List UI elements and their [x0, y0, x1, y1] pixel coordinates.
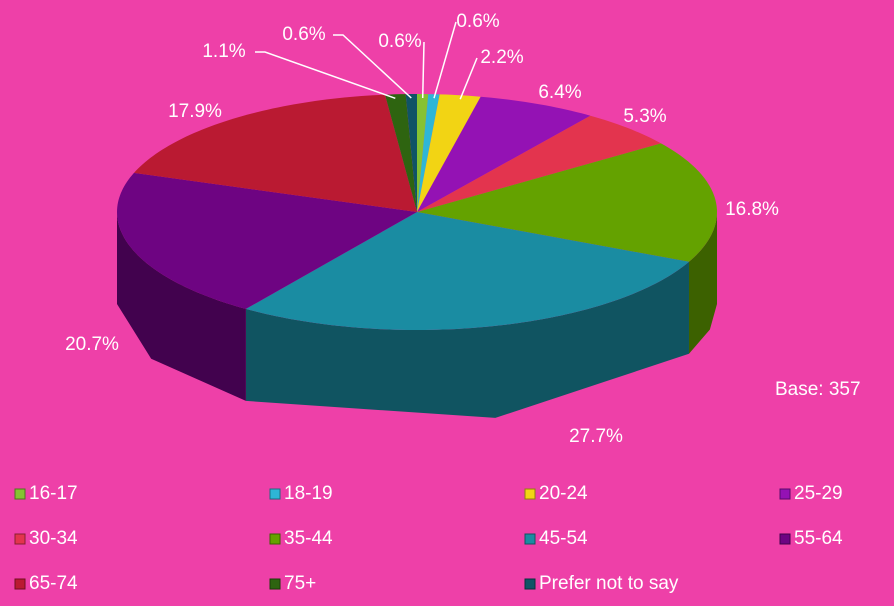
leader-line: [459, 57, 478, 100]
slice: [417, 94, 440, 212]
legend-swatch: [779, 533, 791, 545]
slice-side: [245, 261, 689, 418]
legend: 16-17 18-19 20-24 25-29 30-34 35-44 45-54 55-64…: [14, 483, 843, 594]
slice: [133, 94, 418, 212]
leader-line: [255, 51, 396, 100]
slice: [417, 94, 481, 212]
legend-label: 18-19: [284, 483, 333, 504]
slice: [417, 94, 429, 212]
slice: [245, 212, 689, 330]
legend-label: 16-17: [29, 483, 78, 504]
leader-line: [333, 34, 412, 99]
data-label: 17.9%: [168, 101, 222, 122]
legend-swatch: [779, 488, 791, 500]
pie-sides: [117, 212, 717, 418]
leader-line: [433, 21, 457, 99]
slice: [417, 143, 717, 262]
slice: [417, 115, 661, 212]
legend-label: 20-24: [539, 483, 588, 504]
legend-label: 75+: [284, 573, 316, 594]
legend-swatch: [14, 578, 26, 590]
data-label: 1.1%: [202, 41, 245, 62]
legend-label: 35-44: [284, 528, 333, 549]
legend-swatch: [524, 488, 536, 500]
data-label: 5.3%: [623, 106, 666, 127]
slice-side: [117, 212, 246, 401]
data-label: 16.8%: [725, 199, 779, 220]
slice: [384, 94, 417, 212]
legend-label: 45-54: [539, 528, 588, 549]
legend-swatch: [14, 533, 26, 545]
data-label: 0.6%: [378, 31, 421, 52]
legend-swatch: [524, 578, 536, 590]
legend-label: 25-29: [794, 483, 843, 504]
legend-label: Prefer not to say: [539, 573, 679, 594]
data-label: 6.4%: [538, 82, 581, 103]
data-label: 0.6%: [456, 11, 499, 32]
slice: [117, 172, 417, 309]
data-label: 20.7%: [65, 334, 119, 355]
legend-label: 55-64: [794, 528, 843, 549]
legend-swatch: [524, 533, 536, 545]
legend-label: 65-74: [29, 573, 78, 594]
data-label: 27.7%: [569, 426, 623, 447]
slice: [405, 94, 417, 212]
legend-swatch: [269, 533, 281, 545]
leader-line: [421, 41, 425, 99]
slice: [417, 96, 591, 212]
legend-swatch: [269, 578, 281, 590]
slice-side: [688, 212, 717, 354]
data-label: 2.2%: [480, 47, 523, 68]
data-label: 0.6%: [282, 24, 325, 45]
pie-tops: [117, 94, 717, 330]
annotation: Base: 357: [775, 379, 861, 400]
legend-swatch: [269, 488, 281, 500]
legend-label: 30-34: [29, 528, 78, 549]
legend-swatch: [14, 488, 26, 500]
